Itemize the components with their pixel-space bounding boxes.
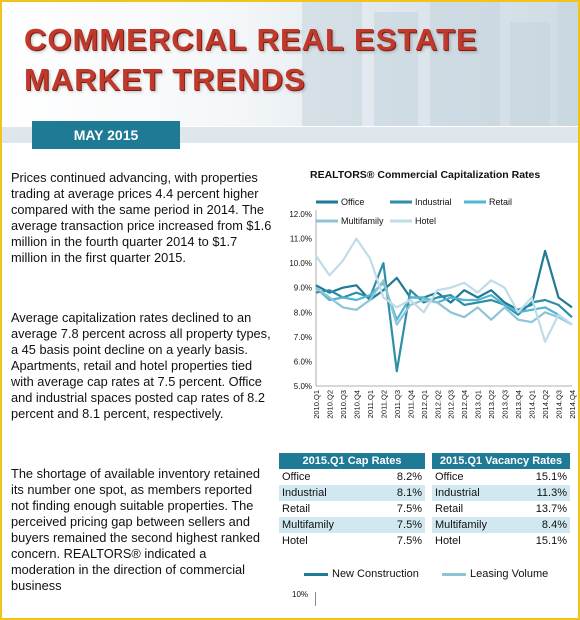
row-label: Office [435,471,464,483]
table-row: Office 15.1% [432,469,570,485]
legend-label-hotel: Hotel [415,216,436,226]
table-row: Industrial 8.1% [279,485,425,501]
legend-label-retail: Retail [489,197,512,207]
paragraph-inventory: The shortage of available inventory reta… [11,466,260,593]
x-tick-label: 2011.Q2 [379,390,388,418]
row-value: 11.3% [516,485,570,501]
row-label: Retail [435,503,464,515]
row-label: Retail [282,503,311,515]
vacancy-rates-table: 2015.Q1 Vacancy Rates Office 15.1% Indust… [432,453,570,549]
chart-title: REALTORS® Commercial Capitalization Rate… [310,169,541,181]
legend-new-construction: New Construction [304,568,419,580]
legend-label-industrial: Industrial [415,197,452,207]
x-tick-label: 2013.Q4 [514,390,523,419]
series-line-industrial [315,261,573,373]
row-value: 15.1% [535,471,567,483]
y-tick-label: 9.0% [294,284,312,293]
series-line-retail [315,281,573,326]
row-value: 8.4% [516,517,570,533]
legend-swatch [304,572,328,576]
x-tick-label: 2011.Q3 [393,390,402,418]
vacancy-rates-table-title: 2015.Q1 Vacancy Rates [432,453,570,469]
row-value: 13.7% [535,503,567,515]
page-title-line2: MARKET TRENDS [24,62,306,97]
cap-rate-line-chart: Office Industrial Retail Multifamily Hotel 12… [289,197,577,419]
bottom-chart-ytick: 10% [292,590,309,599]
x-tick-label: 2013.Q2 [487,390,496,419]
x-tick-label: 2012.Q1 [420,390,429,419]
table-row: Multifamily 7.5% [279,517,425,533]
legend-label: Leasing Volume [470,568,549,580]
paragraph-prices: Prices continued advancing, with propert… [11,170,272,265]
cap-rates-table: 2015.Q1 Cap Rates Office 8.2% Industrial 8… [279,453,425,549]
row-label: Industrial [432,485,517,501]
y-tick-label: 7.0% [294,333,312,342]
cap-rates-table-title: 2015.Q1 Cap Rates [279,453,425,469]
table-row: Hotel 7.5% [279,533,425,549]
row-label: Hotel [282,535,308,547]
x-tick-label: 2011.Q1 [366,390,375,418]
row-label: Multifamily [432,517,517,533]
table-row: Retail 13.7% [432,501,570,517]
x-tick-label: 2014.Q3 [555,390,564,419]
row-value: 7.5% [396,535,422,547]
row-label: Hotel [435,535,461,547]
y-tick-label: 10.0% [289,259,312,268]
paragraph-cap-rates: Average capitalization rates declined to… [11,310,271,421]
x-tick-label: 2010.Q3 [339,390,348,419]
x-tick-label: 2012.Q3 [447,390,456,419]
table-row: Multifamily 8.4% [432,517,570,533]
table-row: Retail 7.5% [279,501,425,517]
x-tick-label: 2012.Q4 [460,390,469,419]
x-tick-label: 2010.Q1 [312,390,321,419]
legend-label-multifamily: Multifamily [341,216,384,226]
row-label: Multifamily [279,517,374,533]
row-value: 15.1% [535,535,567,547]
y-tick-label: 5.0% [294,382,312,391]
row-value: 7.5% [374,517,425,533]
row-label: Industrial [279,485,374,501]
x-tick-label: 2014.Q1 [528,390,537,419]
row-value: 8.2% [396,471,422,483]
row-label: Office [282,471,311,483]
y-tick-label: 12.0% [289,210,312,219]
x-tick-label: 2011.Q4 [406,390,415,418]
x-tick-label: 2012.Q2 [433,390,442,419]
x-tick-label: 2014.Q2 [541,390,550,419]
table-row: Industrial 11.3% [432,485,570,501]
series-line-hotel [315,237,573,343]
y-tick-label: 11.0% [290,235,312,244]
series-line-multifamily [315,279,573,326]
row-value: 7.5% [396,503,422,515]
issue-date: MAY 2015 [32,121,180,149]
header-banner: COMMERCIAL REAL ESTATE MARKET TRENDS [2,2,578,126]
x-tick-label: 2013.Q3 [501,390,510,419]
page-title-line1: COMMERCIAL REAL ESTATE [24,22,478,57]
legend-label: New Construction [332,568,419,580]
bottom-chart-axis [315,592,316,606]
table-row: Office 8.2% [279,469,425,485]
x-tick-label: 2013.Q1 [474,390,483,419]
y-tick-label: 6.0% [294,357,312,366]
y-tick-label: 8.0% [294,308,312,317]
x-tick-label: 2014.Q4 [568,390,577,419]
legend-label-office: Office [341,197,364,207]
x-tick-label: 2010.Q2 [325,390,334,419]
table-row: Hotel 15.1% [432,533,570,549]
legend-leasing-volume: Leasing Volume [442,568,548,580]
x-tick-label: 2010.Q4 [352,390,361,419]
row-value: 8.1% [374,485,425,501]
legend-swatch [442,572,466,576]
